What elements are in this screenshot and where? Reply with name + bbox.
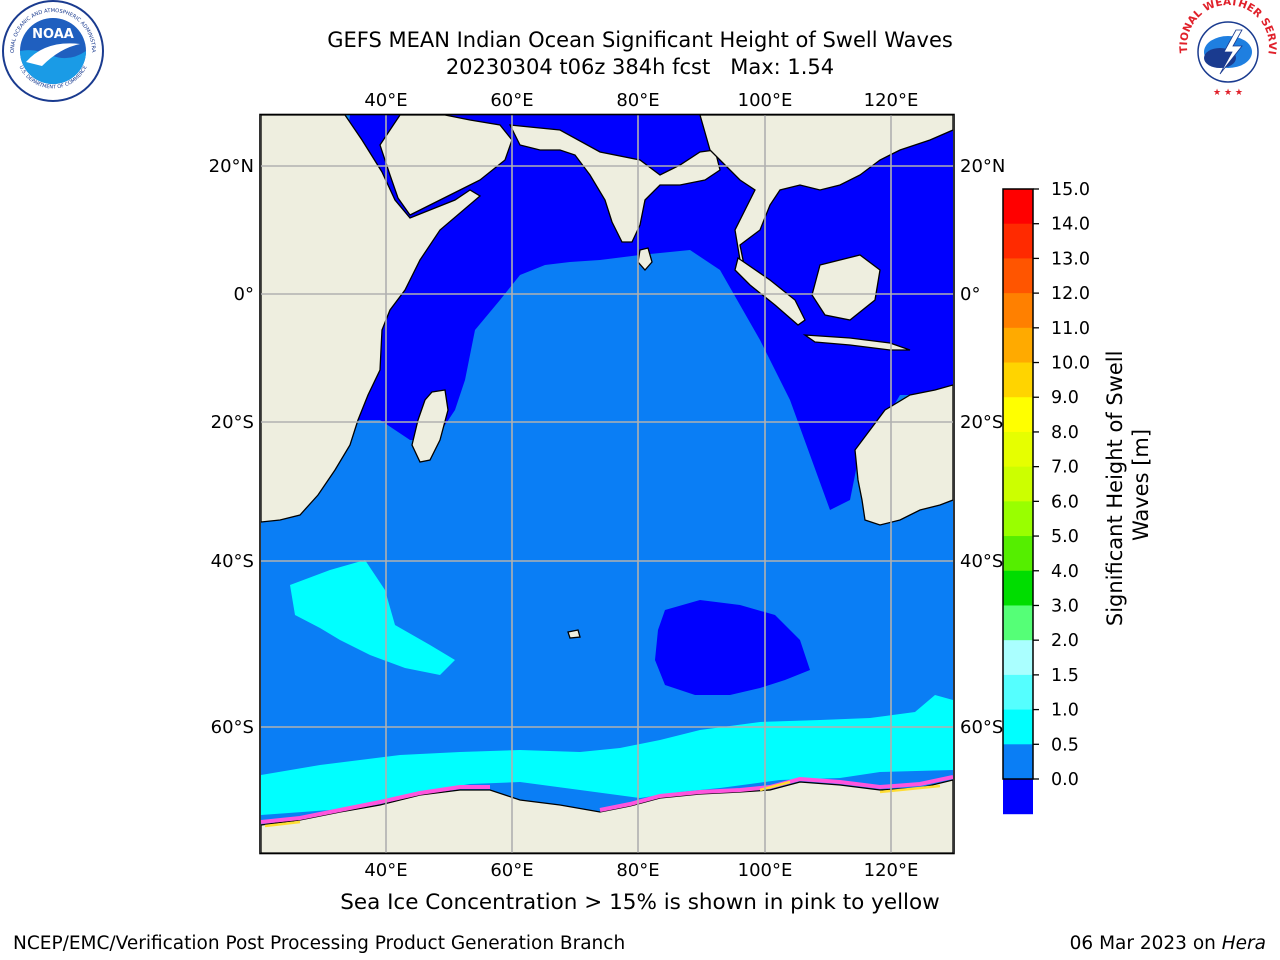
land-kerguelen (567, 629, 581, 639)
colorbar-tick-label: 14.0 (1051, 215, 1090, 235)
land-arabia (379, 115, 513, 216)
colorbar-tick-label: 0.5 (1051, 735, 1079, 755)
noaa-logo: NOAA NATIONAL OCEANIC AND ATMOSPHERIC AD… (0, 0, 104, 102)
colorbar-ticks: 15.0 14.0 13.0 12.0 11.0 10.0 9.0 8.0 7.0 6.0 5.0 4… (1033, 180, 1090, 790)
nws-stars: ★ ★ ★ (1213, 88, 1243, 98)
lat-label-left: 40°S (211, 551, 254, 572)
land-madagascar (411, 389, 449, 463)
colorbar-cell (1003, 501, 1033, 537)
colorbar (1003, 189, 1033, 815)
footer-date: 06 Mar 2023 on Hera (1070, 933, 1266, 954)
lat-label-right: 20°S (960, 412, 1003, 433)
colorbar-tick-label: 10.0 (1051, 354, 1090, 374)
land-borneo (811, 254, 881, 321)
lon-label-top: 40°E (364, 90, 407, 111)
colorbar-cell (1003, 605, 1033, 641)
land-india (508, 124, 721, 243)
land-africa (261, 115, 482, 523)
colorbar-tick-label: 12.0 (1051, 284, 1090, 304)
map-grid (261, 115, 953, 853)
nws-logo: NATIONAL WEATHER SERVICE ★ ★ ★ (1176, 0, 1278, 98)
lat-label-left: 0° (234, 284, 254, 305)
chart-subtitle: 20230304 t06z 384h fcst Max: 1.54 (445, 55, 835, 79)
colorbar-tick-label: 8.0 (1051, 423, 1079, 443)
footer-host: Hera (1221, 933, 1266, 954)
map-layers (261, 115, 953, 853)
low-swell-north (330, 115, 953, 510)
colorbar-cell (1003, 709, 1033, 745)
colorbar-tick-label: 1.0 (1051, 701, 1079, 721)
lat-labels-right: 20°N 0° 20°S 40°S 60°S (960, 156, 1005, 738)
colorbar-tick-label: 0.0 (1051, 770, 1079, 790)
colorbar-tick-label: 13.0 (1051, 249, 1090, 269)
colorbar-cell (1003, 536, 1033, 572)
colorbar-tick-label: 7.0 (1051, 458, 1079, 478)
land-java (802, 334, 911, 351)
lon-label-bottom: 100°E (738, 860, 793, 881)
footer-date-text: 06 Mar 2023 on (1069, 933, 1222, 954)
lat-label-right: 20°N (960, 156, 1005, 177)
colorbar-tick-label: 15.0 (1051, 180, 1090, 200)
lon-label-top: 120°E (864, 90, 919, 111)
swell-band-south (261, 695, 953, 815)
lon-label-bottom: 120°E (864, 860, 919, 881)
colorbar-cell (1003, 570, 1033, 606)
noaa-logo-text: NOAA (32, 27, 74, 42)
colorbar-cell (1003, 466, 1033, 502)
colorbar-cell (1003, 258, 1033, 294)
land-australia (854, 384, 953, 526)
colorbar-tick-label: 1.5 (1051, 666, 1079, 686)
map-frame (259, 113, 955, 855)
lat-label-left: 20°N (209, 156, 254, 177)
colorbar-cell (1003, 223, 1033, 259)
lat-label-left: 60°S (211, 717, 254, 738)
colorbar-cell (1003, 189, 1033, 225)
colorbar-tick-label: 9.0 (1051, 388, 1079, 408)
colorbar-tick-label: 11.0 (1051, 319, 1090, 339)
colorbar-cell (1003, 293, 1033, 329)
lon-label-bottom: 40°E (364, 860, 407, 881)
colorbar-label: Significant Height of Swell Waves [m] (1103, 344, 1153, 626)
colorbar-cell (1003, 640, 1033, 676)
lon-label-top: 80°E (616, 90, 659, 111)
colorbar-cell (1003, 744, 1033, 780)
colorbar-tick-label: 5.0 (1051, 527, 1079, 547)
lat-label-right: 60°S (960, 717, 1003, 738)
low-swell-central (655, 600, 810, 695)
colorbar-cell (1003, 397, 1033, 433)
lat-labels-left: 20°N 0° 20°S 40°S 60°S (209, 156, 254, 738)
lat-label-left: 20°S (211, 412, 254, 433)
colorbar-tick-label: 4.0 (1051, 562, 1079, 582)
lat-label-right: 40°S (960, 551, 1003, 572)
colorbar-label-line2: Waves [m] (1129, 429, 1153, 541)
lon-label-bottom: 80°E (616, 860, 659, 881)
colorbar-cell (1003, 779, 1033, 815)
colorbar-frame (1002, 188, 1034, 780)
colorbar-cell (1003, 362, 1033, 398)
lat-label-right: 0° (960, 284, 980, 305)
lon-labels-bottom: 40°E 60°E 80°E 100°E 120°E (364, 860, 918, 881)
colorbar-cell (1003, 431, 1033, 468)
lon-label-top: 60°E (490, 90, 533, 111)
lon-label-bottom: 60°E (490, 860, 533, 881)
lon-label-top: 100°E (738, 90, 793, 111)
footer-credit: NCEP/EMC/Verification Post Processing Pr… (13, 933, 626, 954)
chart-title: GEFS MEAN Indian Ocean Significant Heigh… (327, 28, 953, 52)
lon-labels-top: 40°E 60°E 80°E 100°E 120°E (364, 90, 918, 111)
colorbar-cell (1003, 327, 1033, 364)
colorbar-tick-label: 2.0 (1051, 631, 1079, 651)
colorbar-cell (1003, 674, 1033, 711)
colorbar-label-line1: Significant Height of Swell (1103, 351, 1127, 627)
colorbar-tick-label: 6.0 (1051, 492, 1079, 512)
swell-patch-west (290, 560, 455, 675)
land-sumatra (734, 256, 806, 326)
colorbar-tick-label: 3.0 (1051, 596, 1079, 616)
sea-ice-note: Sea Ice Concentration > 15% is shown in … (340, 890, 940, 915)
